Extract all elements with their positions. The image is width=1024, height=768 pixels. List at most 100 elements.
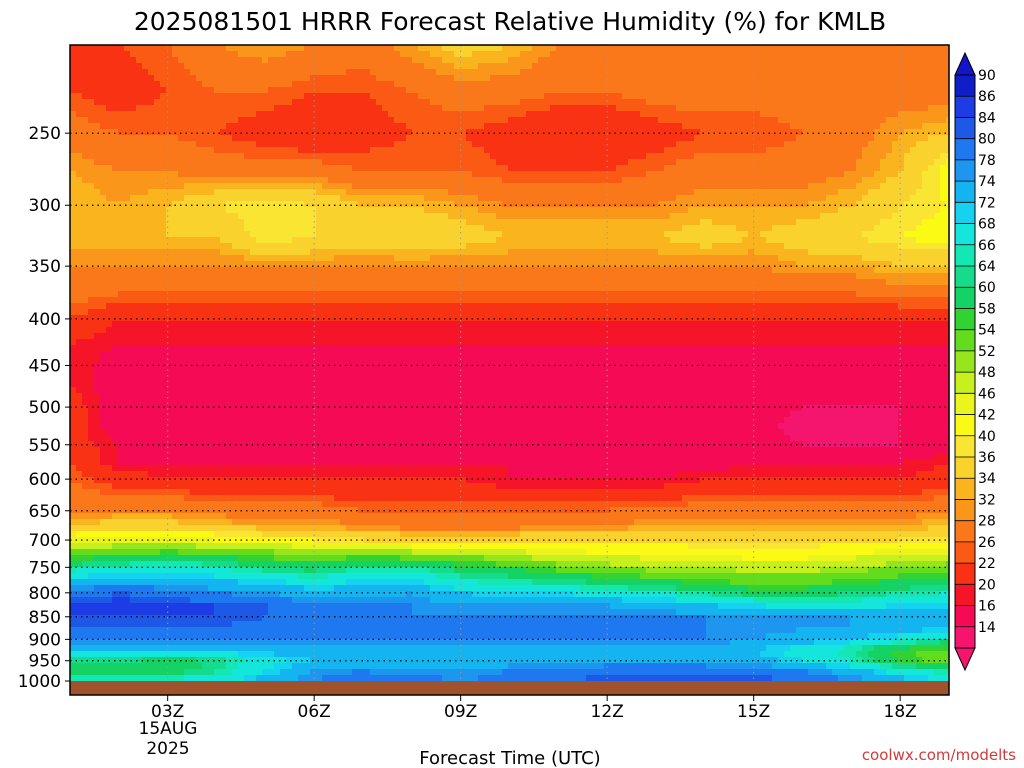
- rh-cell: [304, 315, 311, 322]
- rh-cell: [220, 321, 227, 328]
- rh-cell: [124, 645, 131, 652]
- rh-cell: [178, 243, 185, 250]
- rh-cell: [100, 117, 107, 124]
- rh-cell: [136, 453, 143, 460]
- rh-cell: [292, 525, 299, 532]
- rh-cell: [184, 663, 191, 670]
- rh-cell: [334, 183, 341, 190]
- rh-cell: [124, 105, 131, 112]
- rh-cell: [118, 417, 125, 424]
- rh-cell: [100, 195, 107, 202]
- rh-cell: [100, 621, 107, 628]
- rh-cell: [106, 411, 113, 418]
- rh-cell: [124, 411, 131, 418]
- rh-cell: [82, 387, 89, 394]
- rh-cell: [202, 381, 209, 388]
- rh-cell: [262, 513, 269, 520]
- rh-cell: [256, 309, 263, 316]
- rh-cell: [226, 189, 233, 196]
- rh-cell: [130, 165, 137, 172]
- rh-cell: [274, 219, 281, 226]
- rh-cell: [286, 465, 293, 472]
- rh-cell: [196, 489, 203, 496]
- rh-cell: [184, 57, 191, 64]
- rh-cell: [88, 591, 95, 598]
- rh-cell: [106, 525, 113, 532]
- rh-cell: [94, 429, 101, 436]
- rh-cell: [154, 495, 161, 502]
- rh-cell: [154, 339, 161, 346]
- rh-cell: [112, 93, 119, 100]
- rh-cell: [346, 405, 353, 412]
- rh-cell: [160, 279, 167, 286]
- rh-cell: [100, 327, 107, 334]
- rh-cell: [178, 669, 185, 676]
- rh-cell: [154, 303, 161, 310]
- rh-cell: [106, 165, 113, 172]
- rh-cell: [250, 495, 257, 502]
- rh-cell: [220, 363, 227, 370]
- rh-cell: [124, 519, 131, 526]
- rh-cell: [202, 543, 209, 550]
- rh-cell: [244, 447, 251, 454]
- rh-cell: [256, 453, 263, 460]
- rh-cell: [340, 99, 347, 106]
- rh-cell: [340, 513, 347, 520]
- rh-cell: [322, 129, 329, 136]
- rh-cell: [130, 633, 137, 640]
- rh-cell: [256, 621, 263, 628]
- rh-cell: [160, 657, 167, 664]
- rh-cell: [244, 633, 251, 640]
- rh-cell: [196, 273, 203, 280]
- rh-cell: [82, 489, 89, 496]
- rh-cell: [340, 591, 347, 598]
- rh-cell: [220, 201, 227, 208]
- rh-cell: [70, 579, 77, 586]
- rh-cell: [268, 375, 275, 382]
- rh-cell: [334, 495, 341, 502]
- rh-cell: [286, 93, 293, 100]
- rh-cell: [226, 531, 233, 538]
- rh-cell: [106, 195, 113, 202]
- rh-cell: [250, 339, 257, 346]
- rh-cell: [118, 183, 125, 190]
- rh-cell: [76, 321, 83, 328]
- rh-cell: [244, 411, 251, 418]
- rh-cell: [322, 483, 329, 490]
- rh-cell: [238, 297, 245, 304]
- rh-cell: [100, 105, 107, 112]
- rh-cell: [268, 573, 275, 580]
- rh-cell: [202, 255, 209, 262]
- rh-cell: [316, 453, 323, 460]
- rh-cell: [118, 423, 125, 430]
- rh-cell: [232, 63, 239, 70]
- rh-cell: [70, 309, 77, 316]
- rh-cell: [268, 99, 275, 106]
- rh-cell: [286, 327, 293, 334]
- rh-cell: [208, 267, 215, 274]
- rh-cell: [274, 603, 281, 610]
- rh-cell: [238, 51, 245, 58]
- rh-cell: [310, 369, 317, 376]
- rh-cell: [262, 591, 269, 598]
- rh-cell: [214, 141, 221, 148]
- rh-cell: [190, 315, 197, 322]
- rh-cell: [310, 621, 317, 628]
- rh-cell: [304, 219, 311, 226]
- rh-cell: [250, 75, 257, 82]
- rh-cell: [70, 333, 77, 340]
- rh-cell: [298, 81, 305, 88]
- rh-cell: [112, 393, 119, 400]
- rh-cell: [340, 411, 347, 418]
- rh-cell: [154, 177, 161, 184]
- rh-cell: [256, 57, 263, 64]
- rh-cell: [304, 153, 311, 160]
- rh-cell: [286, 189, 293, 196]
- rh-cell: [250, 477, 257, 484]
- rh-cell: [220, 93, 227, 100]
- rh-cell: [262, 309, 269, 316]
- rh-cell: [70, 615, 77, 622]
- rh-cell: [286, 237, 293, 244]
- rh-cell: [70, 63, 77, 70]
- rh-cell: [214, 435, 221, 442]
